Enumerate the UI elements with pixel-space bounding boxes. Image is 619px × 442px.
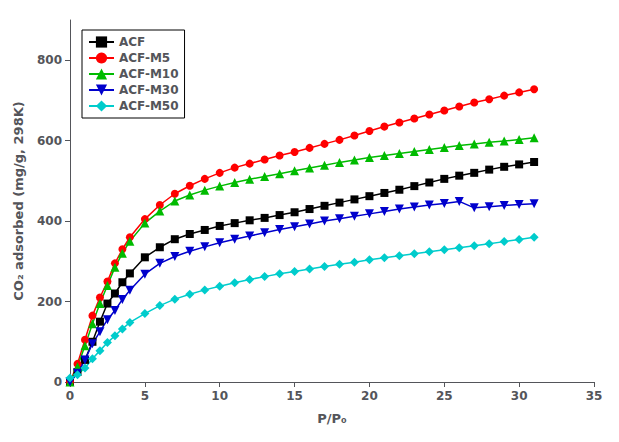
svg-text:0: 0 bbox=[66, 389, 74, 403]
svg-text:200: 200 bbox=[37, 295, 62, 309]
svg-text:ACF: ACF bbox=[119, 35, 145, 49]
svg-text:ACF-M10: ACF-M10 bbox=[119, 67, 179, 81]
svg-text:P/P₀: P/P₀ bbox=[317, 411, 347, 426]
svg-text:600: 600 bbox=[37, 134, 62, 148]
svg-text:5: 5 bbox=[141, 389, 149, 403]
svg-text:35: 35 bbox=[586, 389, 603, 403]
svg-text:0: 0 bbox=[54, 375, 62, 389]
svg-text:10: 10 bbox=[211, 389, 228, 403]
svg-text:30: 30 bbox=[511, 389, 528, 403]
svg-text:ACF-M50: ACF-M50 bbox=[119, 99, 179, 113]
svg-text:400: 400 bbox=[37, 214, 62, 228]
svg-text:800: 800 bbox=[37, 53, 62, 67]
svg-text:25: 25 bbox=[436, 389, 453, 403]
svg-text:15: 15 bbox=[286, 389, 303, 403]
svg-text:ACF-M30: ACF-M30 bbox=[119, 83, 179, 97]
svg-text:CO₂ adsorbed (mg/g, 298K): CO₂ adsorbed (mg/g, 298K) bbox=[11, 101, 26, 300]
svg-text:ACF-M5: ACF-M5 bbox=[119, 51, 170, 65]
svg-text:20: 20 bbox=[361, 389, 378, 403]
